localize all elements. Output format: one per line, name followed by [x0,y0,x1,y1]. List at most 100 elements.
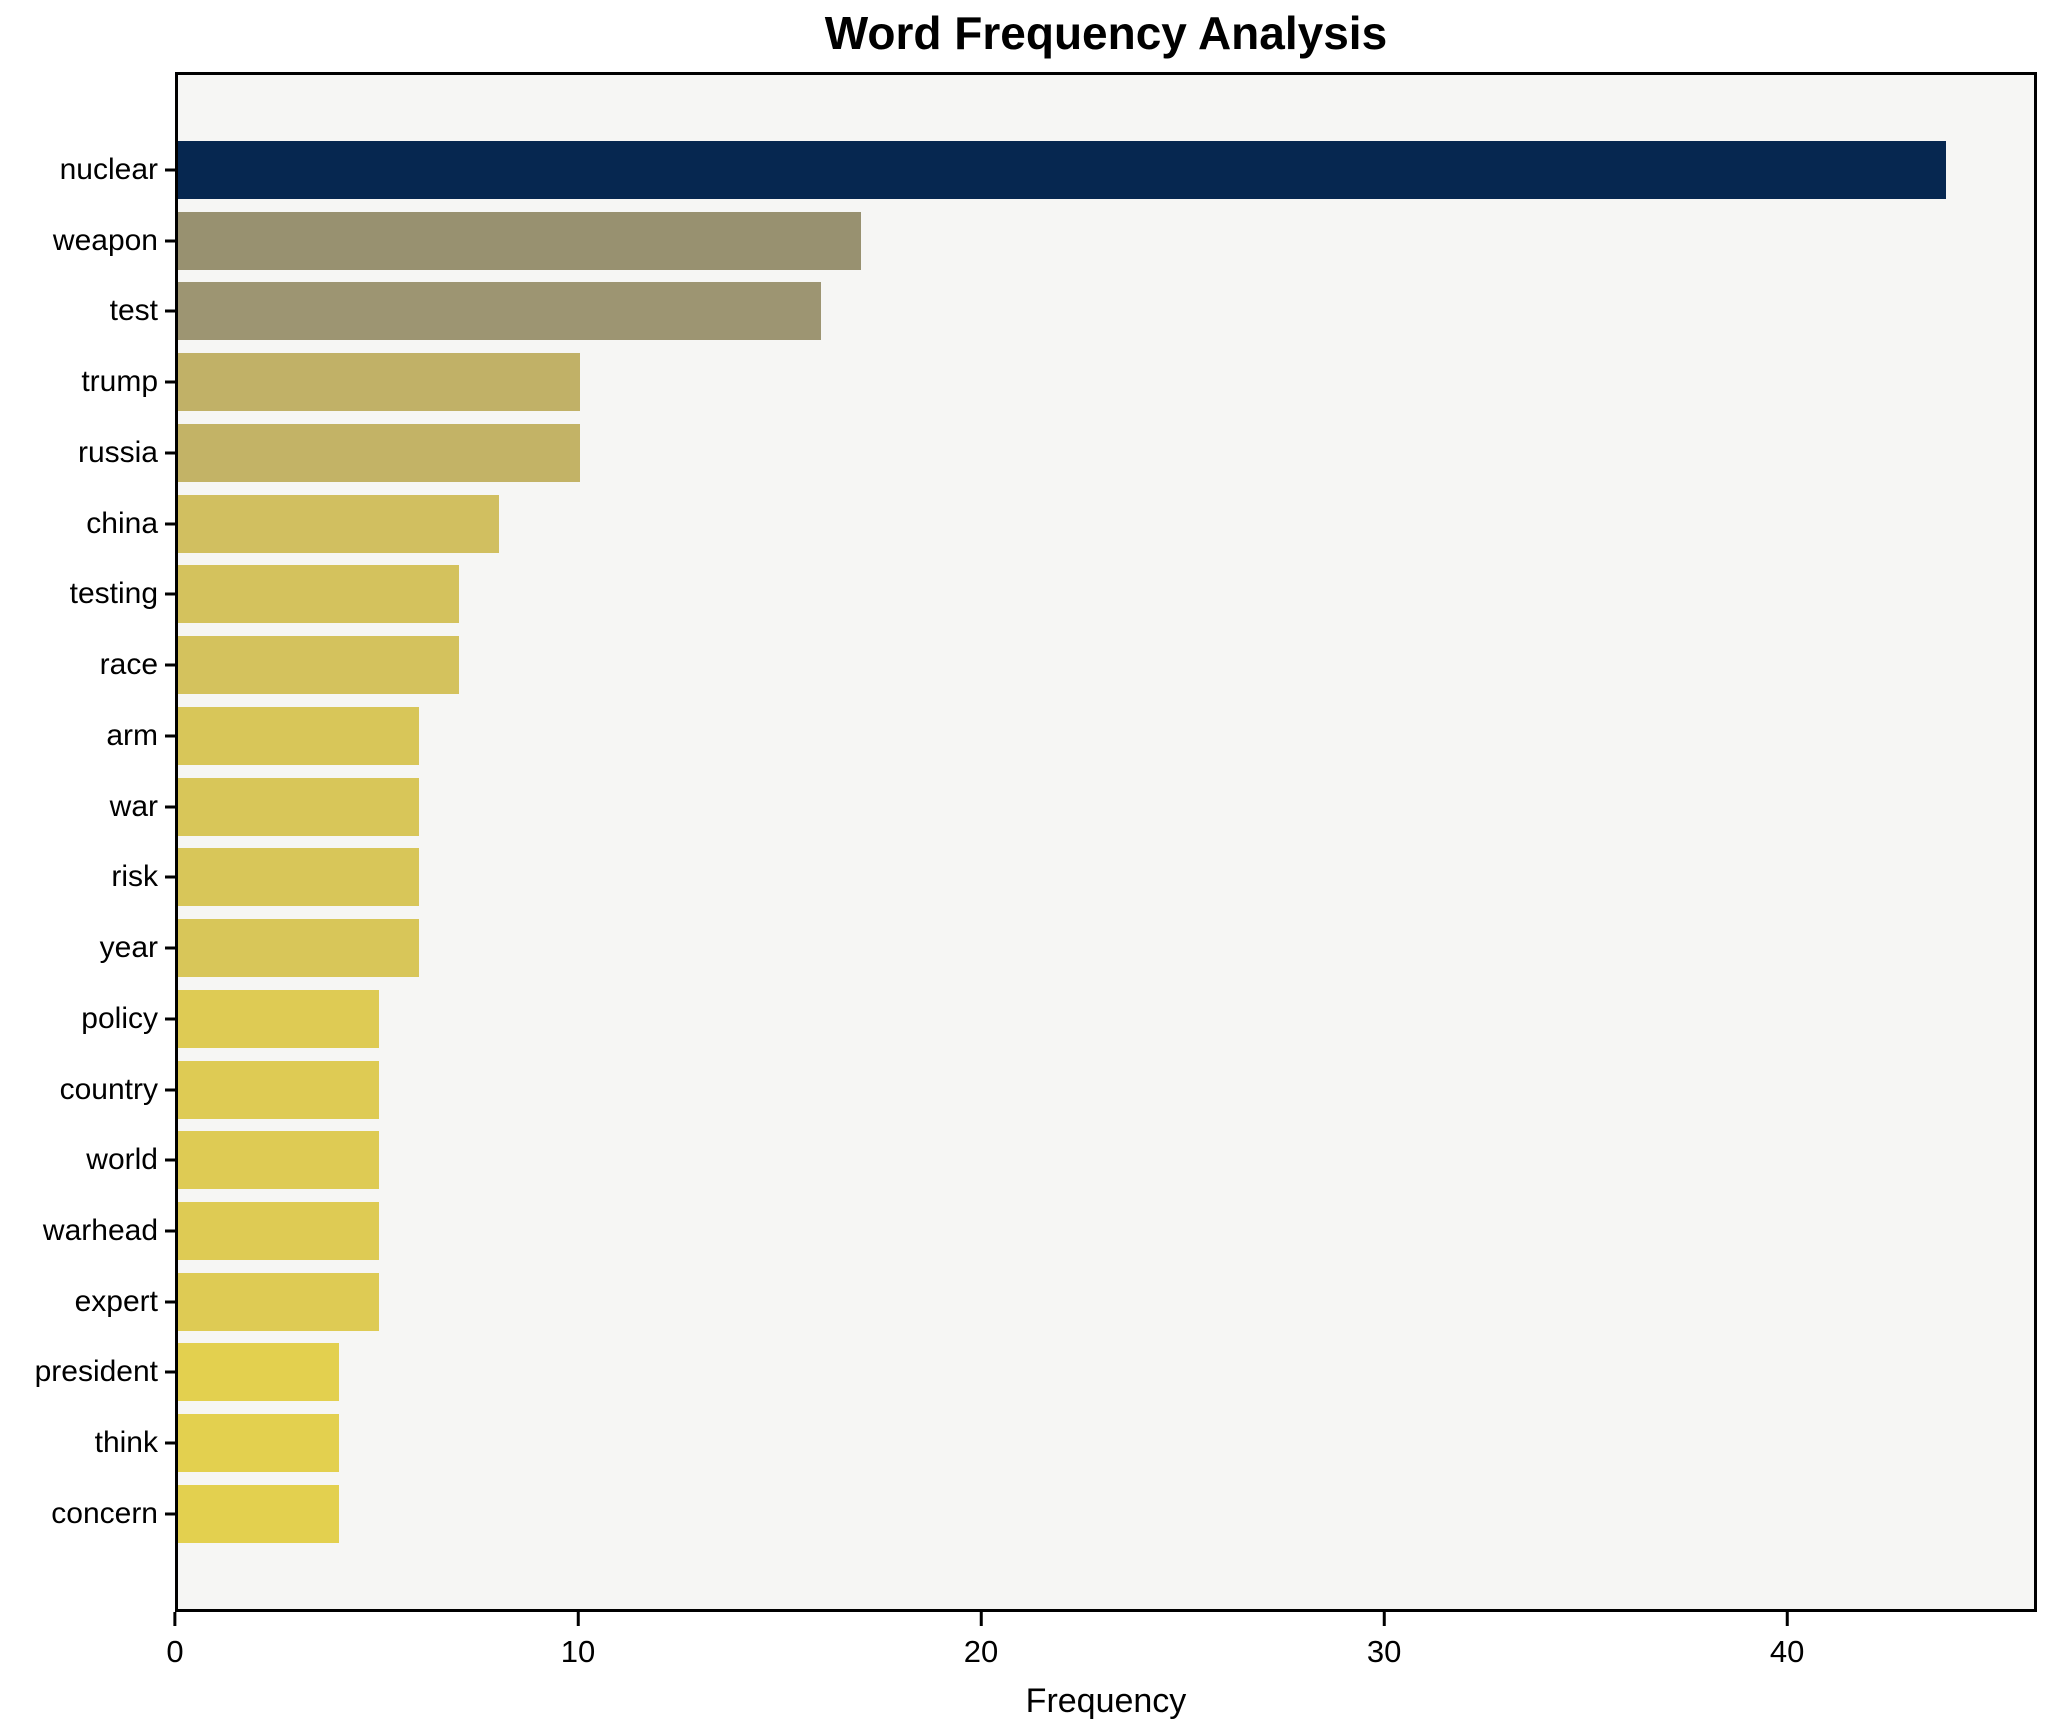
bar-concern [178,1484,339,1543]
bar-rows: nuclear weapon test trump russia china testing… [35,75,2034,1609]
y-axis-label-war: war [109,789,158,823]
bar-row-expert: expert [75,1272,2034,1331]
y-tick-policy [165,1017,175,1021]
y-tick-weapon [165,239,175,243]
y-tick-china [165,522,175,526]
x-tick-30: 30 [1367,1612,1401,1670]
bar-row-world: world [86,1131,2034,1190]
x-tick-label-30: 30 [1366,1634,1402,1669]
x-tick-20: 20 [964,1612,998,1670]
y-axis-label-concern: concern [51,1496,158,1530]
y-axis-label-policy: policy [81,1001,158,1035]
bar-policy [178,989,379,1048]
x-axis-label: Frequency [1025,1682,1187,1720]
y-tick-test [165,309,175,313]
bar-world [178,1131,379,1190]
bar-expert [178,1272,379,1331]
y-tick-arm [165,734,175,738]
x-tick-mark-30 [1382,1612,1386,1626]
bar-race [178,636,460,695]
y-tick-president [165,1370,175,1374]
bar-row-weapon: weapon [53,211,2034,270]
bar-row-testing: testing [70,565,2034,624]
chart-title: Word Frequency Analysis [824,7,1388,59]
bar-row-year: year [100,919,2034,978]
y-tick-trump [165,380,175,384]
bar-nuclear [178,141,1946,199]
y-axis-label-testing: testing [69,577,158,611]
bar-row-race: race [100,636,2034,695]
bar-president [178,1343,339,1402]
y-axis-label-country: country [59,1072,158,1106]
y-tick-risk [165,875,175,879]
bar-row-nuclear: nuclear [60,141,2034,199]
bar-risk [178,848,420,907]
y-axis-label-year: year [99,931,158,965]
x-tick-10: 10 [561,1612,595,1670]
y-tick-race [165,663,175,667]
bar-russia [178,423,580,482]
bar-row-risk: risk [111,848,2034,907]
y-tick-russia [165,451,175,455]
bar-war [178,777,420,836]
bar-year [178,919,420,978]
x-tick-mark-40 [1785,1612,1789,1626]
y-tick-world [165,1158,175,1162]
bar-arm [178,706,420,765]
x-tick-label-0: 0 [166,1634,184,1669]
y-axis-label-race: race [99,648,158,682]
bar-row-war: war [110,777,2034,836]
y-axis-label-nuclear: nuclear [59,153,158,186]
y-axis-label-weapon: weapon [52,223,158,257]
bar-row-policy: policy [81,989,2034,1048]
y-axis-label-think: think [94,1426,158,1460]
y-tick-concern [165,1512,175,1516]
bar-row-trump: trump [81,353,2034,412]
y-axis-label-arm: arm [106,718,158,752]
bar-china [178,494,500,553]
bar-trump [178,353,580,412]
y-axis-label-warhead: warhead [42,1214,158,1248]
y-axis-label-trump: trump [81,365,158,399]
x-tick-40: 40 [1770,1612,1804,1670]
bar-row-president: president [35,1343,2034,1402]
bar-row-concern: concern [51,1484,2034,1543]
y-axis-label-china: china [86,506,158,540]
bar-row-russia: russia [78,423,2034,482]
y-axis-label-test: test [109,294,158,328]
x-tick-mark-0 [173,1612,177,1626]
y-tick-year [165,946,175,950]
bar-row-arm: arm [106,706,2034,765]
y-axis-label-russia: russia [77,435,158,469]
y-axis-label-world: world [86,1143,158,1177]
bar-weapon [178,211,861,270]
x-tick-label-20: 20 [963,1634,999,1669]
bar-test [178,282,821,341]
y-tick-testing [165,592,175,596]
plot-area: nuclear weapon test trump russia china testing… [35,72,2037,1612]
bar-testing [178,565,460,624]
x-tick-mark-10 [576,1612,580,1626]
bar-country [178,1060,379,1119]
bar-row-country: country [60,1060,2034,1119]
bar-warhead [178,1202,379,1261]
y-tick-expert [165,1300,175,1304]
bar-row-warhead: warhead [43,1202,2034,1261]
y-tick-warhead [165,1229,175,1233]
x-tick-label-10: 10 [560,1634,596,1669]
bar-row-china: china [86,494,2034,553]
x-tick-0: 0 [166,1612,184,1670]
bar-row-think: think [95,1414,2034,1473]
y-tick-nuclear [165,168,175,172]
y-axis-label-president: president [34,1355,158,1389]
y-axis-label-risk: risk [111,860,158,894]
bar-row-test: test [110,282,2034,341]
y-tick-country [165,1088,175,1092]
y-tick-war [165,805,175,809]
y-tick-think [165,1441,175,1445]
bar-think [178,1414,339,1473]
y-axis-label-expert: expert [74,1284,158,1318]
x-tick-label-40: 40 [1769,1634,1805,1669]
x-tick-mark-20 [979,1612,983,1626]
